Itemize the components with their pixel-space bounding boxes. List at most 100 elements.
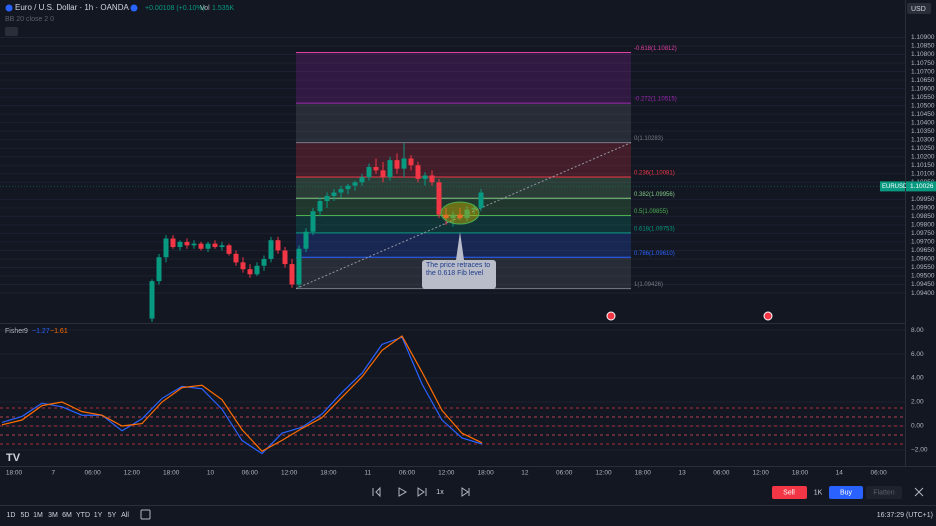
annotation-pointer [456,232,464,260]
range-button[interactable]: YTD [76,512,90,519]
y-tick-label: 1.09950 [911,196,935,203]
candle-body [345,185,351,190]
candle-body [184,241,190,246]
symbol-icon [5,4,13,12]
fib-label: 0(1.10283) [634,136,663,142]
candle-body [226,245,232,254]
candle-body [457,214,463,219]
y-tick-label: 1.09750 [911,230,935,237]
range-button[interactable]: 1M [33,512,43,519]
candle-body [268,240,274,259]
volume-label: Vol [200,5,210,12]
y-tick-label: 1.10450 [911,111,935,118]
candle-body [191,243,197,246]
range-button[interactable]: 1Y [94,512,103,519]
candle-body [450,214,456,219]
x-tick-label: 12:00 [438,470,455,477]
indicator-label[interactable]: BB 20 close 2 0 [5,16,54,23]
fib-label: -0.272(1.10515) [634,97,677,103]
y-tick-label: 1.09650 [911,247,935,254]
range-button[interactable]: 1D [7,512,16,519]
candle-body [254,265,260,275]
range-button[interactable]: 5D [21,512,30,519]
candle-body [247,269,253,275]
y-tick-label: 1.10550 [911,94,935,101]
sell-bg[interactable] [772,486,807,499]
range-button[interactable]: All [121,512,129,519]
candle-body [149,281,155,319]
fib-label: 1(1.09426) [634,282,663,288]
y-tick-label: 0.00 [911,423,924,430]
flatten-bg[interactable] [866,486,902,499]
candle-body [240,262,246,270]
sell-button[interactable]: Sell [783,489,795,496]
y-tick-label: 1.10900 [911,34,935,41]
x-tick-label: 10 [207,470,215,477]
y-tick-label: −2.00 [911,447,928,454]
candle-body [233,253,239,263]
speed-button[interactable]: 1x [436,489,444,496]
candle-body [408,158,414,166]
candle-body [163,238,169,258]
event-flag[interactable] [606,311,616,321]
last-price: 1.10026 [910,183,934,190]
fib-label: -0.618(1.10812) [634,46,677,52]
trend-line [295,142,632,290]
event-flag[interactable] [763,311,773,321]
fisher-length: 9 [24,328,28,335]
candle-body [436,182,442,215]
x-tick-label: 18:00 [635,470,652,477]
candle-body [261,258,267,266]
candle-body [422,175,428,179]
fib-band [296,103,631,143]
fib-label: 0.618(1.09753) [634,226,675,232]
candle-body [303,231,309,249]
candle-body [198,243,204,249]
buy-bg[interactable] [829,486,863,499]
replay-controls[interactable] [372,486,470,498]
currency-button[interactable] [907,3,931,14]
candle-body [177,241,183,248]
close-button[interactable] [914,487,924,497]
x-tick-label: 12:00 [753,470,770,477]
plot-layer [0,36,905,455]
y-tick-label: 1.10250 [911,145,935,152]
x-tick-label: 13 [678,470,686,477]
calendar-button[interactable] [140,509,151,520]
fib-band [296,52,631,104]
highlight-ellipse [440,201,480,225]
range-button[interactable]: 5Y [108,512,117,519]
toolbar: 1D 5D 1M 3M 6M YTD 1Y 5Y All 1x Sell 1K Buy Flatten 16… [7,486,933,520]
range-button[interactable]: 3M [48,512,58,519]
buy-button[interactable]: Buy [840,489,853,496]
collapse-button[interactable] [5,27,18,36]
clock: 16:37:29 (UTC+1) [877,512,933,519]
quantity[interactable]: 1K [814,489,823,496]
candle-body [212,243,218,248]
flatten-button[interactable]: Flatten [873,489,895,496]
candle-body [387,160,393,178]
candle-body [282,250,288,265]
y-tick-label: 1.10600 [911,85,935,92]
y-tick-label: 1.10400 [911,119,935,126]
symbol-tag: EURUSD [882,184,908,190]
candle-body [478,192,484,208]
y-tick-label: 1.09450 [911,281,935,288]
x-tick-label: 18:00 [792,470,809,477]
y-tick-label: 1.10650 [911,77,935,84]
range-button[interactable]: 6M [62,512,72,519]
y-tick-label: 1.09850 [911,213,935,220]
candle-body [296,248,302,285]
x-tick-label: 06:00 [556,470,573,477]
y-tick-label: 1.09600 [911,256,935,263]
y-tick-label: 1.09550 [911,264,935,271]
currency[interactable]: USD [911,6,926,13]
candle-body [324,195,330,202]
y-tick-label: 1.09700 [911,239,935,246]
candle-body [471,207,477,210]
candle-body [275,240,281,251]
x-tick-label: 06:00 [870,470,887,477]
y-tick-label: 4.00 [911,375,924,382]
candle-body [331,192,337,196]
candle-body [429,175,435,183]
